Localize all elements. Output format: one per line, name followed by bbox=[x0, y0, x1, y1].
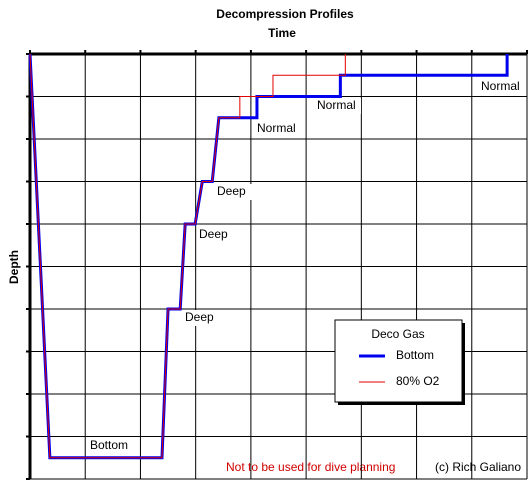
annotation: Deep bbox=[199, 227, 228, 241]
legend-label: Bottom bbox=[396, 348, 434, 362]
chart-title: Decompression Profiles bbox=[216, 7, 354, 21]
annotation-bg bbox=[315, 98, 361, 114]
series-line bbox=[29, 53, 346, 459]
annotation: Deep bbox=[185, 310, 214, 324]
annotation-bg bbox=[215, 184, 261, 200]
annotation-bg bbox=[183, 310, 229, 326]
annotation: Normal bbox=[317, 98, 356, 112]
credit: (c) Rich Galiano bbox=[435, 460, 521, 474]
annotation-bg bbox=[88, 438, 134, 454]
x-axis-label: Time bbox=[268, 26, 296, 40]
legend-label: 80% O2 bbox=[396, 374, 440, 388]
annotation: Normal bbox=[257, 121, 296, 135]
annotation: Bottom bbox=[90, 438, 128, 452]
y-axis-label: Depth bbox=[7, 250, 21, 284]
annotation-bg bbox=[255, 121, 301, 137]
legend-box bbox=[334, 319, 463, 403]
annotation: Deep bbox=[217, 184, 246, 198]
annotation-bg bbox=[479, 79, 525, 95]
legend-title: Deco Gas bbox=[371, 327, 424, 341]
note: Not to be used for dive planning bbox=[226, 460, 395, 474]
annotation-bg bbox=[197, 227, 243, 243]
annotation: Normal bbox=[481, 79, 520, 93]
